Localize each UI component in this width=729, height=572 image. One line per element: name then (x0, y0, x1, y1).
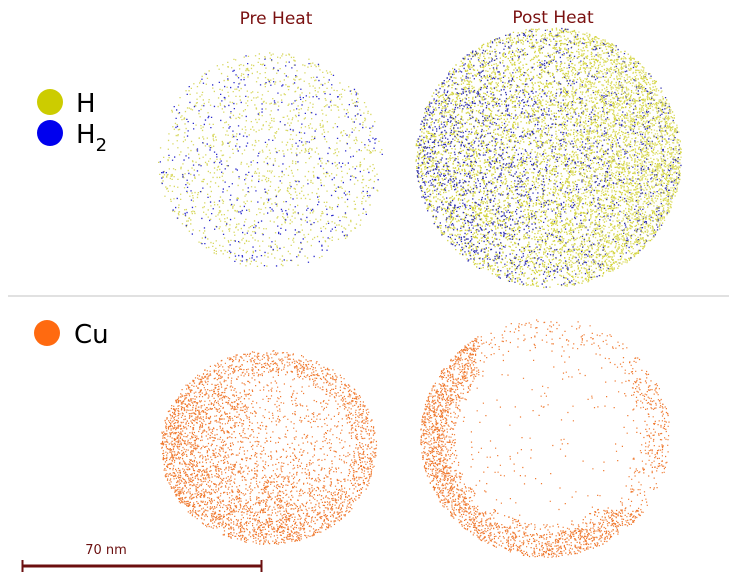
cu-atoms (160, 350, 377, 545)
legend-label: Cu (74, 320, 109, 350)
legend-label-base: H (76, 120, 96, 150)
legend-label: H2 (76, 120, 107, 156)
scale-label: 70 nm (85, 543, 127, 558)
h-atoms (158, 52, 382, 267)
scale-bar: 70 nm (22, 543, 262, 572)
legend-swatch (34, 320, 60, 346)
panel-title: Post Heat (512, 8, 594, 28)
legend-label-subscript: 2 (96, 135, 107, 156)
cu-atoms (420, 319, 669, 558)
legend-swatch (37, 120, 63, 146)
panel-title: Pre Heat (240, 9, 313, 29)
h-atoms (415, 28, 681, 288)
legend-label: H (76, 89, 96, 119)
h-atoms (549, 31, 682, 284)
legend-swatch (37, 89, 63, 115)
figure: Pre Heat Post Heat H H2 Cu 70 nm (0, 0, 729, 572)
